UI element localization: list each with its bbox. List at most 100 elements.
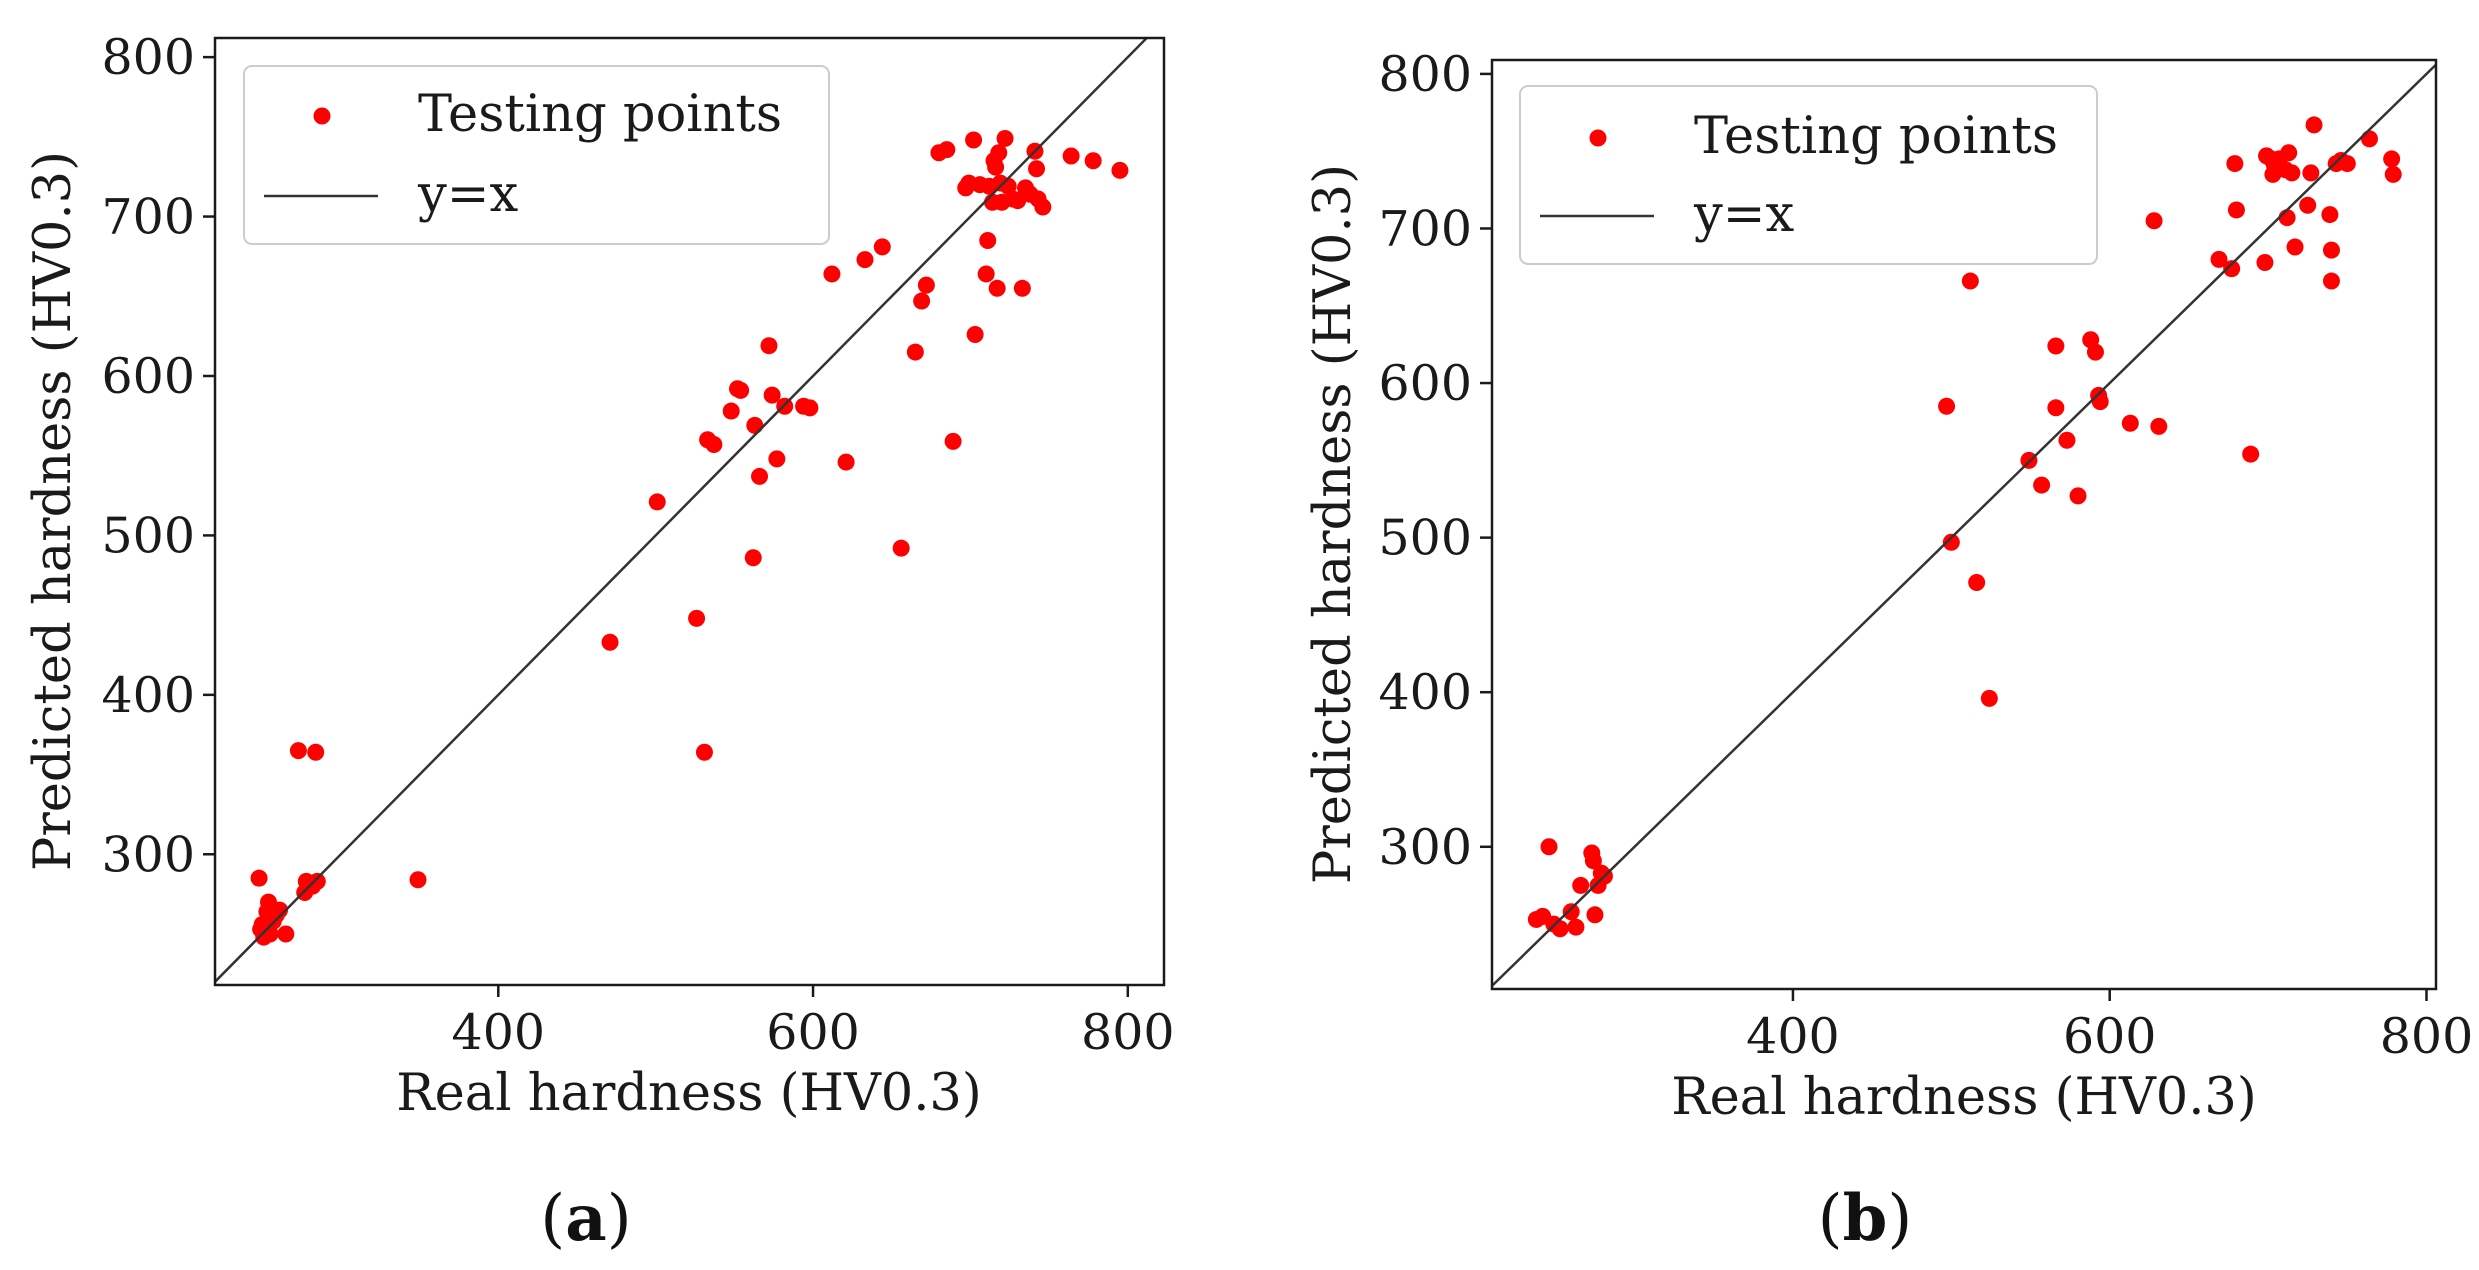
panel-b-data-point-8 [1572,876,1590,894]
panel-b-reference-line-y-equals-x [1491,63,2437,987]
panel-b-data-point-48 [2283,164,2301,182]
panel-a-y-tick-label-400: 400 [101,667,195,724]
panel-b-legend-line-label: y=x [1693,185,1795,244]
panel-a-label: (a) [540,1181,631,1256]
panel-a-data-point-71 [1028,160,1046,178]
panel-a-data-point-22 [695,743,713,761]
panel-a-data-point-66 [1009,192,1027,210]
panel-b-data-point-7 [1567,918,1585,936]
panel-a-data-point-33 [768,450,786,468]
panel-b-data-point-49 [2286,238,2304,256]
panel-b-data-point-22 [2047,399,2065,417]
panel-a-data-point-12 [289,742,307,760]
panel-a-y-tick-label-600: 600 [101,348,195,405]
panel-b-data-point-25 [2069,487,2087,505]
panel-b-y-tick-label-300: 300 [1378,819,1472,876]
panel-b-data-point-19 [1980,689,1998,707]
panel-a-data-point-10 [271,901,289,919]
panel-a-data-point-41 [892,539,910,557]
panel-b-data-point-53 [2321,206,2339,224]
panel-b-y-tick-label-600: 600 [1378,355,1472,412]
panel-a-legend-point-marker [313,107,331,125]
panel-a-data-point-39 [856,251,874,269]
panel-a-data-point-28 [744,549,762,567]
panel-b-data-point-16 [1942,533,1960,551]
panel-a-data-point-17 [308,872,326,890]
panel-b-data-point-17 [1961,272,1979,290]
panel-a-data-point-59 [988,279,1006,297]
panel-b-data-point-29 [2091,393,2109,411]
panel-a-x-tick-label-600: 600 [766,1004,860,1061]
panel-b-data-point-34 [2223,260,2241,278]
panel-a-data-point-31 [760,337,778,355]
panel-a-data-point-16 [307,743,325,761]
panel-a-x-tick-label-800: 800 [1081,1004,1175,1061]
panel-b-data-point-46 [2278,209,2296,227]
panel-a-data-point-25 [722,402,740,420]
panel-b-data-point-58 [2338,155,2356,173]
panel-b-chart: 400 600 800 300 400 500 600 700 800 Real hardne… [1304,46,2473,1256]
panel-b-data-point-36 [2227,201,2245,219]
panel-b-data-point-38 [2256,253,2274,271]
panel-a-x-axis-label: Real hardness (HV0.3) [396,1064,982,1123]
panel-a-data-point-18 [409,871,427,889]
panel-a-data-point-51 [966,326,984,344]
panel-a-data-point-21 [688,609,706,627]
panel-a-reference-line-y-equals-x [214,37,1148,983]
panel-a-data-point-53 [977,265,995,283]
panel-a-data-point-30 [751,467,769,485]
panel-b-data-point-5 [1551,920,1569,938]
panel-b-data-point-37 [2242,445,2260,463]
panel-b-data-point-33 [2210,250,2228,268]
panel-a-y-tick-label-800: 800 [101,29,195,86]
panel-b-label: (b) [1818,1181,1913,1256]
panel-b-data-point-59 [2360,130,2378,148]
panel-b-data-point-6 [1562,903,1580,921]
panel-a-data-point-44 [917,276,935,294]
panel-a-legend-points-label: Testing points [418,85,782,144]
panel-a-y-axis-label: Predicted hardness (HV0.3) [24,151,83,871]
panel-a-data-point-67 [1013,279,1031,297]
panel-b-legend-points-label: Testing points [1694,107,2058,166]
panel-a-data-point-58 [987,158,1005,176]
panel-b-legend-box [1519,85,2098,265]
panel-b-data-point-61 [2384,165,2402,183]
panel-b-data-point-32 [2150,417,2168,435]
panel-b-plot-frame [1490,58,2438,991]
panel-b-data-point-60 [2383,150,2401,168]
panel-a-data-point-32 [763,386,781,404]
panel-b-data-point-27 [2086,343,2104,361]
panel-a-chart: 400 600 800 300 400 500 600 700 800 Real hardne… [24,29,1175,1256]
panel-a-x-axis: 400 600 800 [452,985,1175,1061]
panel-a-y-axis: 300 400 500 600 700 800 [101,29,215,883]
panel-b-data-point-3 [1540,838,1558,856]
panel-a-data-point-40 [873,238,891,256]
panel-a-data-point-46 [938,141,956,159]
panel-a-data-point-73 [1034,198,1052,216]
panel-b-data-point-55 [2322,241,2340,259]
panel-b-y-axis-label: Predicted hardness (HV0.3) [1304,164,1363,884]
panel-b-y-axis: 300 400 500 600 700 800 [1378,46,1492,876]
panel-b-y-tick-label-500: 500 [1378,510,1472,567]
panel-a-data-point-11 [277,925,295,943]
panel-b-data-point-24 [2058,431,2076,449]
panel-b-data-point-30 [2121,414,2139,432]
panel-a-data-point-63 [996,129,1014,147]
panel-a-legend: Testing points y=x [243,65,830,245]
panel-a-data-point-20 [648,493,666,511]
panel-b-x-tick-label-600: 600 [2063,1008,2157,1065]
panel-b-data-point-18 [1968,573,1986,591]
panel-b-legend-point-marker [1589,129,1607,147]
panel-b-data-point-15 [1938,397,1956,415]
panel-a-data-point-47 [944,432,962,450]
panel-b-data-point-52 [2305,116,2323,134]
panel-a-data-point-1 [250,869,268,887]
panel-b-data-point-51 [2302,164,2320,182]
panel-b-y-tick-label-800: 800 [1378,46,1472,103]
panel-a-x-tick-label-400: 400 [452,1004,546,1061]
panel-a-data-point-42 [906,343,924,361]
panel-a-y-tick-label-500: 500 [101,507,195,564]
panel-a-data-point-54 [979,231,997,249]
panel-b-data-point-31 [2145,212,2163,230]
panel-a-data-point-24 [705,436,723,454]
